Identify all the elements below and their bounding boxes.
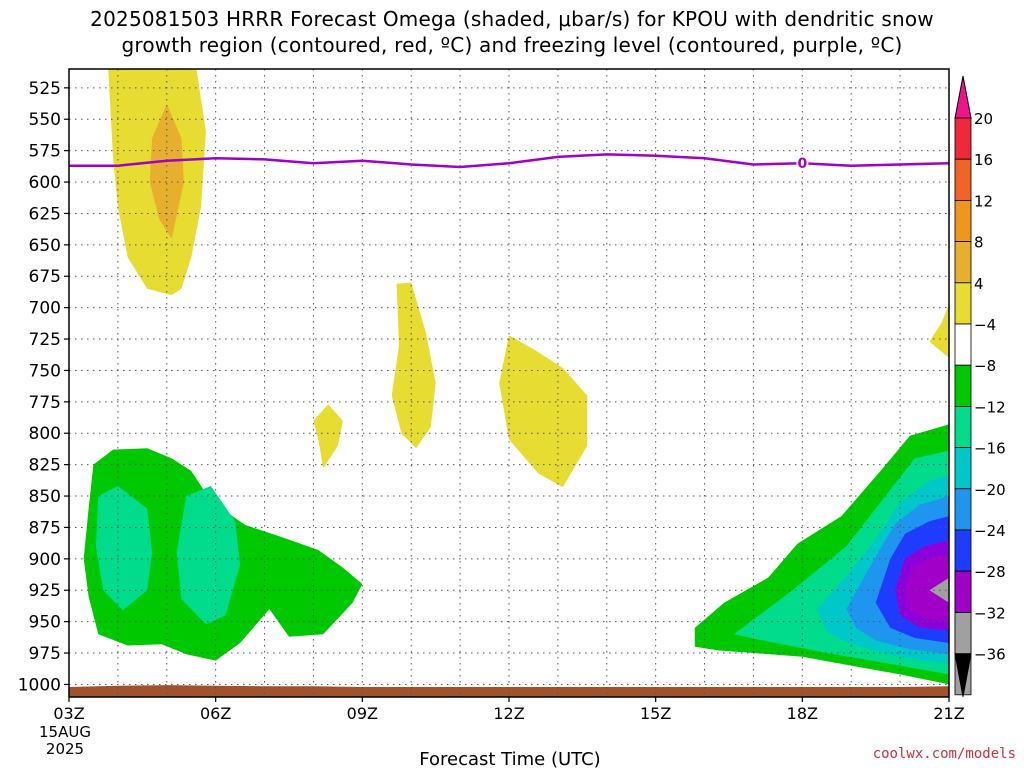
colorbar-label: −20 [974,481,1006,499]
y-tick-label: 700 [29,299,61,319]
terrain-layer [69,685,949,697]
terrain-band [69,685,949,697]
y-tick-label: 875 [29,518,61,538]
y-tick-label: 950 [29,613,61,633]
colorbar-bin [954,241,972,284]
colorbar-bin-low [954,570,972,613]
colorbar-label: −24 [974,522,1006,540]
y-tick-label: 550 [29,110,61,130]
colorbar-bin [954,364,972,407]
y-tick-label: 525 [29,79,61,99]
x-tick-label: 09Z [347,704,378,723]
y-tick-label: 775 [29,393,61,413]
colorbar-label: −36 [974,646,1006,664]
y-tick-label: 675 [29,267,61,287]
region-upward-4-8-h21 [929,303,949,358]
region-downward-8-12-left-a [95,486,153,611]
y-tick-label: 900 [29,550,61,570]
colorbar-bin [954,117,972,160]
y-tick-label: 750 [29,361,61,381]
y-tick-label: 650 [29,236,61,256]
colorbar: 20 16 12 8 4 −4 −8 −12 −16 −20 −24 −28 −32 −36 [954,75,1006,697]
colorbar-bin [954,158,972,201]
y-tick-label: 825 [29,456,61,476]
x-tick-label: 12Z [493,704,524,723]
colorbar-label: 12 [974,192,993,210]
region-downward-8-12-left-b [176,486,241,625]
colorbar-bin [954,488,972,531]
y-tick-label: 925 [29,581,61,601]
title-line-1: 2025081503 HRRR Forecast Omega (shaded, … [90,7,934,31]
y-tick-label: 850 [29,487,61,507]
colorbar-label: 16 [974,151,993,169]
freezing-level-label: 0 [797,156,807,172]
colorbar-bin-lowest [954,612,972,655]
colorbar-bin [954,199,972,242]
x-tick-label: 03Z [53,704,84,723]
colorbar-label: 20 [974,110,993,128]
y-tick-label: 975 [29,644,61,664]
omega-shading [83,69,949,685]
colorbar-bin [954,529,972,572]
colorbar-bin [954,405,972,448]
region-downward-28-32-right [905,555,949,622]
x-tick-label: 18Z [787,704,818,723]
y-tick-label: 600 [29,173,61,193]
x-date-label: 2025 [46,740,84,758]
y-tick-label: 1000 [18,675,61,695]
colorbar-bin [954,323,972,366]
freezing-level-label-bg [796,155,809,171]
region-upward-4-8-h10 [391,282,436,449]
colorbar-label: −8 [974,357,996,375]
region-upward-4-8-h12 [499,335,588,488]
site-credit: coolwx.com/models [872,746,1016,762]
x-axis-title: Forecast Time (UTC) [419,749,600,768]
y-tick-label: 625 [29,204,61,224]
colorbar-bin [954,447,972,490]
freezing-level-contour: 0 [69,153,950,172]
y-tick-label: 800 [29,424,61,444]
colorbar-label: −4 [974,316,996,334]
colorbar-label: −28 [974,563,1006,581]
x-tick-label: 15Z [640,704,671,723]
colorbar-bin [954,282,972,325]
y-axis: 525 550 575 600 625 650 675 700 725 750 775 800 825 8… [18,79,69,695]
colorbar-label: −16 [974,440,1006,458]
x-tick-label: 21Z [933,704,964,723]
title-line-2: growth region (contoured, red, ºC) and f… [121,33,903,57]
colorbar-label: 8 [974,234,984,252]
chart-title: 2025081503 HRRR Forecast Omega (shaded, … [0,6,1024,58]
y-tick-label: 725 [29,330,61,350]
colorbar-label: 4 [974,275,984,293]
x-date-label: 15AUG [39,723,91,741]
colorbar-label: −32 [974,604,1006,622]
grid-lines [69,69,949,697]
colorbar-top-arrow [954,75,972,119]
colorbar-label: −12 [974,398,1006,416]
region-upward-4-8-h8 [313,404,343,469]
x-tick-label: 06Z [200,704,231,723]
y-tick-label: 575 [29,142,61,162]
